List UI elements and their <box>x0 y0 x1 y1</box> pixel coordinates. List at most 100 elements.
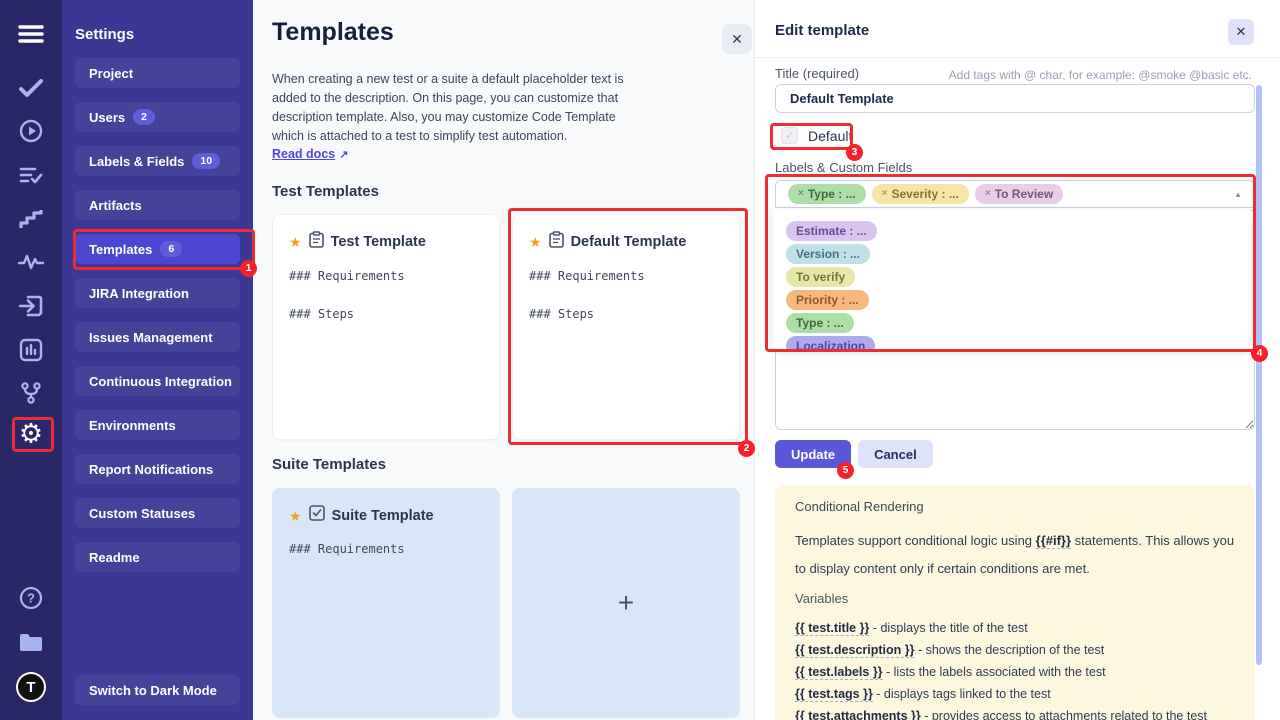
test-template-card[interactable]: ★ Default Template ### Requirements ### … <box>512 214 740 440</box>
close-icon[interactable]: ✕ <box>722 24 752 54</box>
selected-tag-chip[interactable]: × Severity : ... <box>871 184 969 204</box>
help-icon[interactable]: ? <box>19 586 43 610</box>
test-template-card[interactable]: ★ Test Template ### Requirements ### Ste… <box>272 214 500 440</box>
panel-scrollbar[interactable] <box>1256 85 1262 665</box>
plus-icon: + <box>617 587 635 618</box>
default-checkbox[interactable]: ✓ <box>781 127 798 144</box>
settings-menu-item[interactable]: Custom Statuses <box>75 498 240 528</box>
settings-menu-item[interactable]: Labels & Fields 10 <box>75 146 240 176</box>
close-icon[interactable]: ✕ <box>1228 19 1254 45</box>
settings-menu-item-badge: 2 <box>133 109 155 125</box>
checkbox-square-icon <box>308 505 325 526</box>
update-button[interactable]: Update <box>775 440 852 468</box>
settings-menu-item-label: Project <box>89 65 134 81</box>
settings-menu-item-label: Continuous Integration <box>89 373 232 389</box>
infobox-paragraph: Templates support conditional logic usin… <box>795 533 1235 576</box>
menu-icon[interactable] <box>18 24 44 44</box>
variable-code: {{ test.labels }} <box>795 665 883 680</box>
tag-label: To Review <box>994 187 1054 201</box>
read-docs-link[interactable]: Read docs ↗ <box>272 147 349 161</box>
variable-desc: - lists the labels associated with the t… <box>882 665 1106 679</box>
tag-label: Severity : ... <box>891 187 959 201</box>
analytics-pulse-icon[interactable] <box>18 253 44 271</box>
dropdown-option-chip[interactable]: To verify <box>786 267 856 287</box>
settings-menu-item-badge: 6 <box>160 241 183 257</box>
settings-menu-item[interactable]: Issues Management <box>75 322 240 352</box>
settings-menu-item[interactable]: Environments <box>75 410 240 440</box>
chevron-up-icon[interactable]: ▲ <box>1234 190 1242 199</box>
settings-menu-item[interactable]: Templates 6 <box>75 234 240 264</box>
variable-desc: - displays tags linked to the test <box>872 687 1051 701</box>
variable-code: {{ test.attachments }} <box>795 709 921 720</box>
option-label: To verify <box>796 270 846 284</box>
clipboard-icon <box>548 231 564 253</box>
favorite-star-icon: ★ <box>529 234 542 250</box>
template-title-input[interactable] <box>775 84 1255 113</box>
labels-multiselect[interactable]: × Type : ... × Severity : ... × To Review ▲ <box>775 180 1255 208</box>
variable-line: {{ test.attachments }} - provides access… <box>795 705 1235 720</box>
dropdown-option-chip[interactable]: Priority : ... <box>786 290 869 310</box>
cancel-button[interactable]: Cancel <box>858 440 933 468</box>
branches-icon[interactable] <box>19 381 43 405</box>
import-signin-icon[interactable] <box>19 295 43 317</box>
settings-gear-icon[interactable]: ⚙ <box>18 418 44 449</box>
external-link-icon: ↗ <box>339 149 349 161</box>
clipboard-icon <box>308 231 324 253</box>
variable-line: {{ test.tags }} - displays tags linked t… <box>795 683 1235 705</box>
reports-bar-chart-icon[interactable] <box>19 338 43 362</box>
template-card-title: Default Template <box>570 234 687 250</box>
settings-menu-item-label: Users <box>89 109 126 125</box>
selected-tag-chip[interactable]: × Type : ... <box>788 184 866 204</box>
settings-menu-title: Settings <box>75 26 135 43</box>
settings-menu-item[interactable]: Users 2 <box>75 102 240 132</box>
dropdown-option-chip[interactable]: Localization <box>786 336 876 350</box>
template-card-title: Test Template <box>330 234 426 250</box>
favorite-star-icon: ★ <box>289 234 302 250</box>
default-checkbox-row[interactable]: ✓ Default <box>781 127 852 144</box>
tests-check-icon[interactable] <box>19 78 43 98</box>
template-card-body: ### Requirements ### Steps <box>529 269 645 321</box>
check-icon: ✓ <box>784 130 795 142</box>
settings-menu-item[interactable]: Continuous Integration <box>75 366 240 396</box>
add-suite-template-button[interactable]: + <box>512 488 740 718</box>
tag-label: Type : ... <box>807 187 856 201</box>
option-label: Localization <box>796 339 866 350</box>
settings-menu-item-label: Templates <box>89 241 153 257</box>
templates-description: When creating a new test or a suite a de… <box>272 72 624 143</box>
settings-menu-item-label: Report Notifications <box>89 461 214 477</box>
remove-tag-icon[interactable]: × <box>798 188 804 199</box>
option-label: Type : ... <box>796 316 844 330</box>
variable-desc: - provides access to attachments related… <box>920 709 1208 720</box>
app-logo[interactable]: T <box>16 672 46 702</box>
edit-template-panel: Edit template ✕ Title (required) Add tag… <box>755 0 1280 720</box>
remove-tag-icon[interactable]: × <box>881 188 888 199</box>
milestones-stairs-icon[interactable] <box>19 209 43 229</box>
plans-list-check-icon[interactable] <box>19 165 43 185</box>
edit-panel-title: Edit template <box>775 22 870 39</box>
settings-menu-item-label: Environments <box>89 417 176 433</box>
settings-menu-item-label: Artifacts <box>89 197 142 213</box>
dropdown-option-chip[interactable]: Version : ... <box>786 244 871 264</box>
settings-menu-item-badge: 10 <box>192 153 221 169</box>
settings-menu-item[interactable]: Artifacts <box>75 190 240 220</box>
dropdown-option-chip[interactable]: Estimate : ... <box>786 221 877 241</box>
settings-menu-item[interactable]: Report Notifications <box>75 454 240 484</box>
settings-menu-item[interactable]: JIRA Integration <box>75 278 240 308</box>
projects-folder-icon[interactable] <box>18 631 44 653</box>
runs-play-icon[interactable] <box>19 119 43 143</box>
settings-menu-item-label: Custom Statuses <box>89 505 196 521</box>
default-checkbox-label: Default <box>808 127 853 144</box>
settings-menu: Settings Project Users 2 Labels & Fields… <box>62 0 253 720</box>
settings-menu-item[interactable]: Project <box>75 58 240 88</box>
suite-template-card[interactable]: ★ Suite Template ### Requirements <box>272 488 500 718</box>
dark-mode-toggle-button[interactable]: Switch to Dark Mode <box>75 675 240 705</box>
dropdown-option-chip[interactable]: Type : ... <box>786 313 854 333</box>
if-statement-code: {{#if}} <box>1035 533 1072 549</box>
selected-tag-chip[interactable]: × To Review <box>974 184 1064 204</box>
settings-menu-items: Project Users 2 Labels & Fields 10 Artif… <box>75 58 240 586</box>
settings-menu-item[interactable]: Readme <box>75 542 240 572</box>
remove-tag-icon[interactable]: × <box>984 188 991 199</box>
title-field-label: Title (required) <box>775 66 860 81</box>
settings-menu-item-label: JIRA Integration <box>89 285 189 301</box>
tags-hint: Add tags with @ char, for example: @smok… <box>948 68 1252 82</box>
